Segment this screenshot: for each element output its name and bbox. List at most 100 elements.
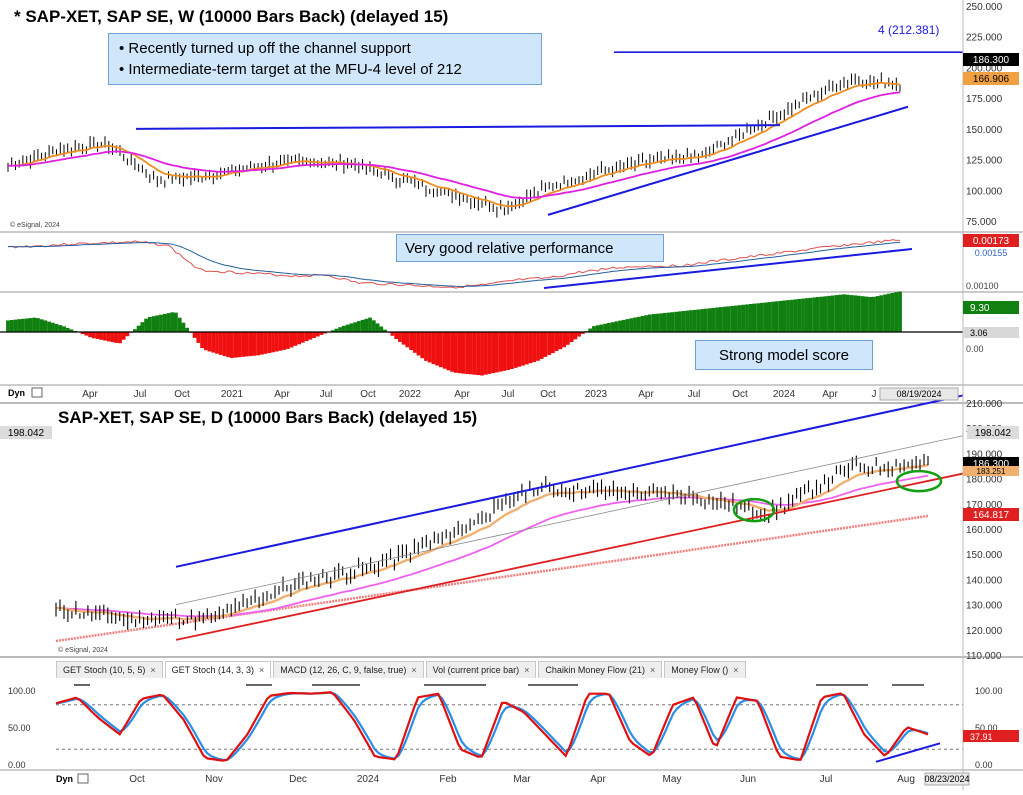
model-score-bar [58, 325, 62, 332]
daily-y-tick: 180.000 [966, 475, 1003, 486]
model-score-bar [697, 310, 701, 333]
svg-text:08/19/2024: 08/19/2024 [896, 389, 941, 399]
model-zero-flag: 3.06 [963, 327, 1019, 338]
tab-chaikin[interactable]: Chaikin Money Flow (21)× [538, 661, 662, 678]
model-score-bar [577, 332, 581, 337]
model-score-bar [633, 318, 637, 333]
close-icon[interactable]: × [524, 665, 529, 675]
daily-x-tick: Oct [129, 774, 145, 785]
model-score-bar [208, 332, 212, 351]
stoch-y-tick: 100.00 [8, 686, 36, 696]
model-score-bar [506, 332, 510, 370]
model-score-bar [346, 325, 350, 332]
model-score-bar [379, 327, 383, 333]
model-score-bar [894, 292, 898, 332]
stoch-y-tick: 50.00 [8, 723, 31, 733]
model-score-bar [450, 332, 454, 372]
model-score-bar [816, 297, 820, 332]
model-score-bar [394, 332, 398, 339]
svg-text:08/23/2024: 08/23/2024 [924, 774, 969, 784]
model-score-label: Strong model score [695, 340, 873, 370]
weekly-price-flag: 186.300 [963, 53, 1019, 66]
model-score-bar [659, 313, 663, 332]
tab-get-stoch-10[interactable]: GET Stoch (10, 5, 5)× [56, 661, 163, 678]
model-score-bar [514, 332, 518, 368]
model-score-bar [267, 332, 271, 353]
model-score-bar [342, 326, 346, 332]
model-score-bar [521, 332, 525, 366]
model-score-bar [775, 301, 779, 332]
weekly-y-tick: 175.000 [966, 94, 1003, 105]
model-score-bar [570, 332, 574, 342]
close-icon[interactable]: × [733, 665, 738, 675]
model-score-bar [753, 304, 757, 332]
model-score-bar [275, 332, 279, 352]
lock-icon[interactable] [78, 774, 88, 783]
model-score-bar [193, 332, 197, 338]
weekly-x-tick: Apr [274, 389, 290, 400]
model-score-bar [861, 296, 865, 332]
model-score-bar [454, 332, 458, 373]
model-score-bar [447, 332, 451, 370]
model-score-bar [402, 332, 406, 345]
weekly-ma-flag: 166.906 [963, 72, 1019, 85]
close-icon[interactable]: × [411, 665, 416, 675]
annotation-line: • Recently turned up off the channel sup… [119, 38, 541, 59]
model-score-bar [532, 332, 536, 362]
close-icon[interactable]: × [259, 665, 264, 675]
model-score-bar [469, 332, 473, 374]
model-score-bar [424, 332, 428, 361]
tab-money-flow[interactable]: Money Flow ()× [664, 661, 745, 678]
model-score-bar [764, 303, 768, 333]
model-score-bar [883, 295, 887, 333]
daily-y-tick: 130.000 [966, 601, 1003, 612]
model-score-bar [562, 332, 566, 347]
lock-icon[interactable] [32, 388, 42, 397]
model-score-bar [484, 332, 488, 375]
model-score-bar [790, 300, 794, 332]
model-score-bar [525, 332, 529, 364]
model-score-bar [566, 332, 570, 345]
model-score-bar [476, 332, 480, 375]
model-score-bar [712, 308, 716, 332]
model-score-bar [670, 312, 674, 332]
model-score-bar [357, 321, 361, 332]
daily-x-tick: Feb [439, 774, 457, 785]
tab-macd[interactable]: MACD (12, 26, C, 9, false, true)× [273, 661, 423, 678]
weekly-x-tick: Apr [82, 389, 98, 400]
model-score-bar [786, 300, 790, 332]
support-test-circle [897, 471, 941, 491]
model-score-bar [148, 317, 152, 332]
model-score-bar [738, 305, 742, 332]
close-icon[interactable]: × [150, 665, 155, 675]
model-score-bar [241, 332, 245, 357]
model-score-bar [47, 322, 51, 332]
model-score-bar [876, 296, 880, 332]
model-score-bar [432, 332, 436, 364]
weekly-x-tick: Jul [688, 389, 701, 400]
model-score-bar [715, 308, 719, 333]
model-score-bar [420, 332, 424, 358]
model-score-bar [234, 332, 238, 358]
model-score-bar [480, 332, 484, 376]
model-score-bar [55, 324, 59, 332]
weekly-x-tick: 2024 [773, 389, 796, 400]
model-score-bar [114, 332, 118, 343]
model-score-bar [126, 332, 130, 336]
model-score-bar [215, 332, 219, 354]
model-score-bar [219, 332, 223, 355]
svg-text:166.906: 166.906 [973, 74, 1010, 85]
model-score-bar [361, 320, 365, 332]
model-score-bar [704, 309, 708, 332]
model-score-bar [663, 313, 667, 332]
model-score-bar [618, 321, 622, 332]
model-score-bar [103, 332, 107, 341]
tab-get-stoch-14[interactable]: GET Stoch (14, 3, 3)× [165, 661, 272, 678]
model-score-bar [245, 332, 249, 356]
daily-price-series [56, 395, 963, 641]
model-score-bar [290, 332, 294, 347]
tab-vol[interactable]: Vol (current price bar)× [426, 661, 537, 678]
close-icon[interactable]: × [650, 665, 655, 675]
